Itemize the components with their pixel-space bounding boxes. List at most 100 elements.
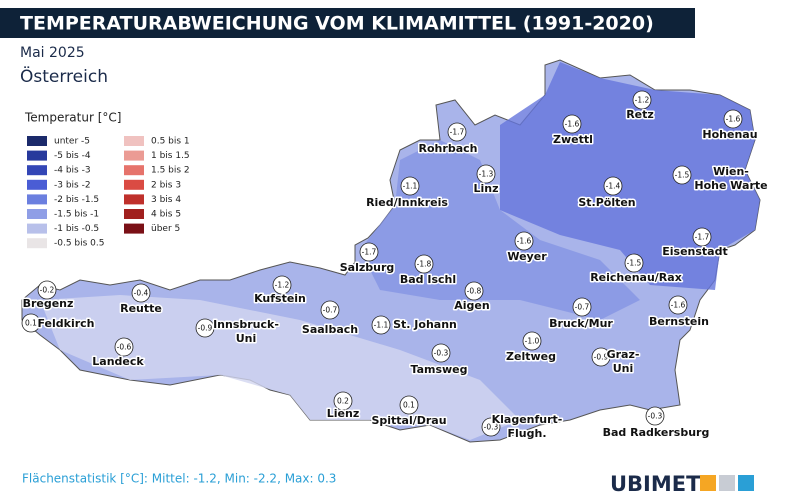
station-value: -1.6	[671, 301, 686, 310]
station-name: Spittal/Drau	[371, 414, 446, 427]
title-bar	[0, 8, 695, 38]
legend-label: 1.5 bis 2	[151, 166, 190, 176]
station-marker	[591, 347, 611, 367]
station-value: -1.5	[675, 171, 690, 180]
legend-label: 4 bis 5	[151, 210, 181, 220]
station-value: -1.3	[479, 170, 494, 179]
station-marker	[320, 300, 340, 320]
station-value: -1.6	[565, 120, 580, 129]
legend-label: -3 bis -2	[54, 180, 91, 190]
station-name: Klagenfurt-	[492, 413, 563, 426]
station-name: St.Pölten	[578, 196, 635, 209]
station-marker	[562, 114, 582, 134]
station-value: 0.1	[25, 319, 37, 328]
station-marker	[645, 406, 665, 426]
legend-swatch	[124, 194, 144, 205]
station-marker	[37, 280, 57, 300]
legend-label: -1.5 bis -1	[54, 210, 99, 220]
station-marker	[476, 164, 496, 184]
legend-swatch	[124, 165, 144, 176]
legend-label: 3 bis 4	[151, 195, 181, 205]
logo-icon	[700, 475, 716, 491]
legend-swatch	[124, 150, 144, 161]
station-value: -1.0	[525, 337, 540, 346]
station-marker	[603, 176, 623, 196]
station-name: Bad Radkersburg	[603, 426, 710, 439]
station-name: Hohe Warte	[694, 179, 767, 192]
station-name: Linz	[473, 182, 498, 195]
station-marker	[668, 295, 688, 315]
station-name: Innsbruck-	[213, 318, 279, 331]
station-name: Reutte	[120, 302, 162, 315]
title: TEMPERATURABWEICHUNG VOM KLIMAMITTEL (19…	[20, 13, 654, 35]
legend-swatch	[124, 179, 144, 190]
station-name: St. Johann	[393, 318, 457, 331]
station-value: -1.7	[362, 248, 377, 257]
station-value: -1.8	[417, 260, 432, 269]
logo-icon	[719, 475, 735, 491]
legend-swatch	[27, 238, 47, 249]
legend-swatch	[124, 209, 144, 219]
station-name: Landeck	[92, 355, 144, 368]
station-name: Bernstein	[649, 315, 709, 328]
station-value: -1.7	[450, 128, 465, 137]
station-value: -0.7	[323, 306, 338, 315]
station-value: -1.6	[517, 237, 532, 246]
legend-swatch	[27, 223, 47, 234]
station-name: Rohrbach	[419, 142, 478, 155]
station-value: -1.2	[275, 281, 290, 290]
station-marker	[399, 395, 419, 415]
station-value: -1.1	[374, 321, 389, 330]
legend-label: -1 bis -0.5	[54, 224, 99, 234]
station-marker	[572, 297, 592, 317]
station-marker	[400, 176, 420, 196]
legend-swatch	[27, 150, 47, 161]
station-value: -0.2	[40, 286, 55, 295]
station-marker	[632, 90, 652, 110]
footer-statistics: Flächenstatistik [°C]: Mittel: -1.2, Min…	[22, 472, 336, 486]
legend-swatch	[124, 136, 144, 146]
logo: UBIMET	[610, 472, 701, 496]
legend-label: -2 bis -1.5	[54, 195, 99, 205]
station-value: -0.6	[117, 343, 132, 352]
legend-label: 2 bis 3	[151, 180, 181, 190]
station-marker	[464, 281, 484, 301]
legend-swatch	[124, 223, 144, 234]
station-marker	[131, 283, 151, 303]
subtitle: Mai 2025	[20, 45, 85, 61]
legend-swatch	[27, 165, 47, 176]
station-value: -1.4	[606, 182, 621, 191]
station-name: Graz-	[607, 348, 640, 361]
legend-swatch	[27, 209, 47, 219]
station-name: Saalbach	[302, 323, 358, 336]
station-marker	[272, 275, 292, 295]
legend-label: 0.5 bis 1	[151, 137, 190, 147]
station-value: -0.7	[575, 303, 590, 312]
station-name: Ried/Innkreis	[366, 196, 448, 209]
station-value: -1.7	[695, 233, 710, 242]
station-name: Retz	[626, 108, 654, 121]
station-value: -0.3	[434, 349, 449, 358]
station-value: -1.1	[403, 182, 418, 191]
station-marker	[359, 242, 379, 262]
station-value: -0.3	[484, 423, 499, 432]
station-name: Hohenau	[702, 128, 757, 141]
legend-label: -4 bis -3	[54, 166, 91, 176]
station-value: -1.2	[635, 96, 650, 105]
station-marker	[21, 313, 41, 333]
station-value: -0.9	[594, 353, 609, 362]
cold-region	[360, 140, 640, 320]
station-name: Wien-	[713, 165, 749, 178]
station-value: -1.5	[627, 259, 642, 268]
legend-swatch	[27, 179, 47, 190]
station-value: -1.6	[726, 115, 741, 124]
station-marker	[692, 227, 712, 247]
station-name: Zwettl	[553, 133, 593, 146]
station-name: Tamsweg	[410, 363, 467, 376]
legend-title: Temperatur [°C]	[24, 111, 121, 125]
station-name: Lienz	[327, 407, 359, 420]
station-value: -0.9	[198, 324, 213, 333]
station-name: Uni	[613, 362, 634, 375]
